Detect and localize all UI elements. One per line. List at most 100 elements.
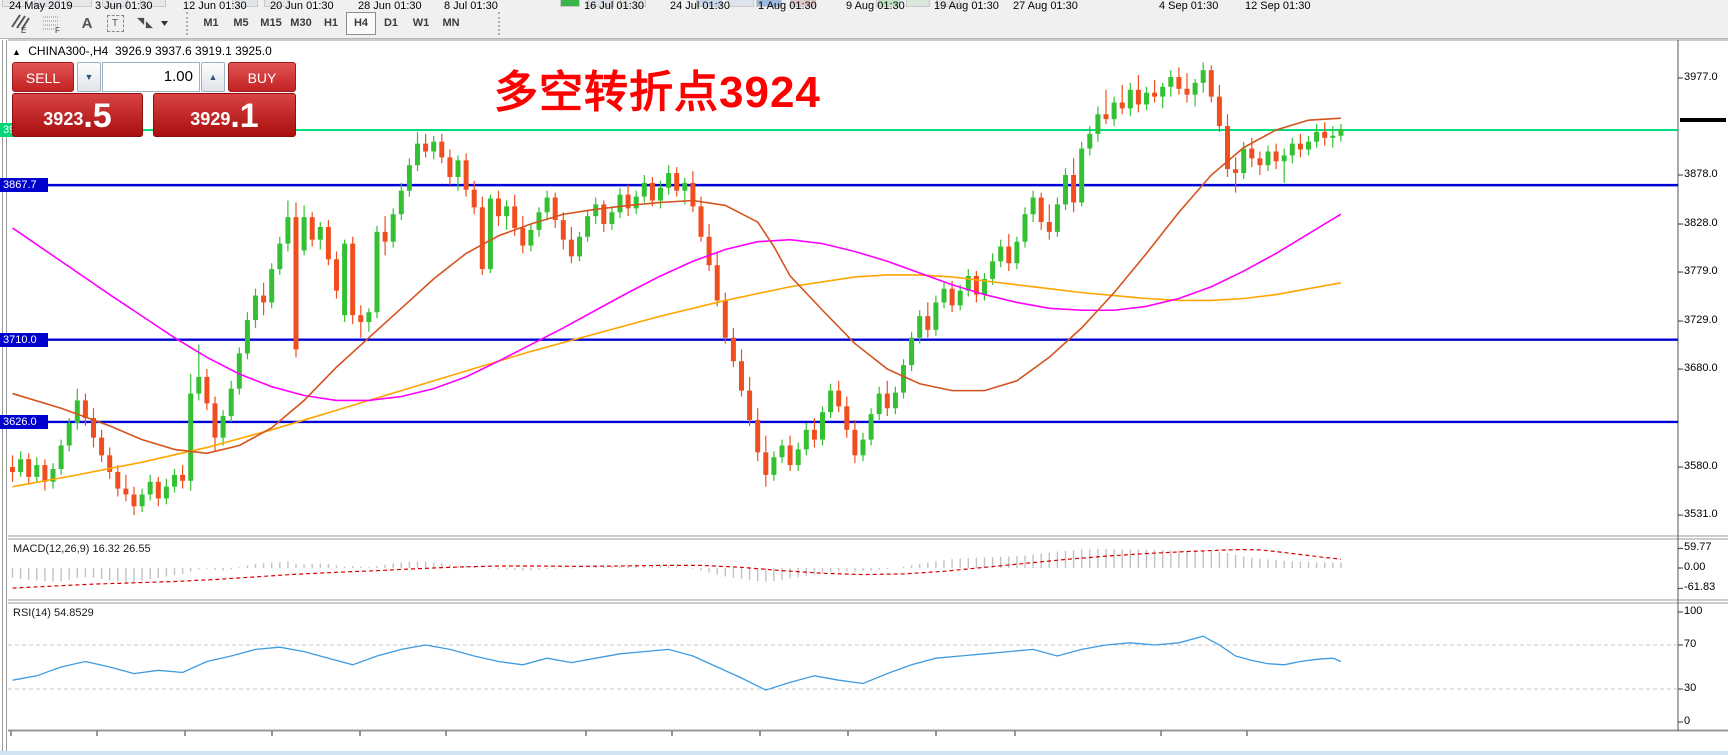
time-axis-label: 28 Jun 01:30 (358, 0, 422, 12)
indicators-hatch-icon[interactable]: E (8, 11, 34, 35)
macd-axis-label: 59.77 (1684, 541, 1712, 554)
toolbar-fragment-icon[interactable] (876, 0, 900, 7)
toolbar-fragment-icon[interactable] (620, 0, 646, 7)
price-axis-label: 3828.0 (1684, 217, 1718, 230)
toolbar-fragment-icon[interactable] (232, 0, 258, 7)
toolbar-fragment-icon[interactable] (34, 0, 60, 7)
toolbar: E F A T M1 M5 M15 M30 H1 H4 D1 W1 MN (0, 8, 1728, 39)
time-axis-label: 27 Aug 01:30 (1013, 0, 1078, 12)
toolbar-separator (186, 12, 191, 35)
timeframe-button-d1[interactable]: D1 (383, 17, 399, 29)
rsi-line (12, 635, 1342, 691)
rsi-axis-label: 70 (1684, 638, 1697, 650)
annotation-text: 多空转折点3924 (494, 68, 821, 117)
toolbar-fragment-icon[interactable] (102, 0, 128, 7)
time-axis-label: 24 May 2019 (9, 0, 73, 12)
collapse-triangle-icon[interactable]: ▲ (12, 47, 21, 57)
moving-averages (12, 117, 1342, 488)
svg-text:F: F (55, 26, 60, 35)
volume-increase-button[interactable]: ▲ (201, 62, 225, 92)
toolbar-fragment-icon[interactable] (66, 0, 92, 7)
price-axis-label: 3680.0 (1684, 362, 1718, 375)
toolbar-fragment-icon[interactable] (140, 0, 166, 7)
time-axis-label: 20 Jun 01:30 (270, 0, 334, 12)
time-axis-label: 16 Jul 01:30 (584, 0, 644, 12)
toolbar-fragment-icon[interactable] (756, 0, 782, 7)
buy-price-panel[interactable]: 3929 .1 (153, 93, 296, 137)
rsi-axis-label: 100 (1684, 605, 1703, 617)
toolbar-fragment-icon[interactable] (588, 0, 614, 7)
sell-button[interactable]: SELL (12, 62, 74, 92)
buy-price-fraction: .1 (230, 97, 259, 135)
price-axis-label: 3878.0 (1684, 168, 1718, 181)
toolbar-fragment-icon[interactable] (936, 0, 960, 7)
timeframe-button-m5[interactable]: M5 (233, 17, 249, 29)
panel-frames (0, 39, 1728, 755)
chart-symbol: CHINA300-,H4 (28, 44, 109, 58)
chart-title: ▲ CHINA300-,H4 3926.9 3937.6 3919.1 3925… (12, 44, 272, 58)
time-axis-label: 3 Jun 01:30 (95, 0, 153, 12)
time-axis-label: 9 Aug 01:30 (846, 0, 905, 12)
toolbar-fragment-icon[interactable] (2, 0, 28, 7)
timeframe-button-m1[interactable]: M1 (203, 17, 219, 29)
timeframe-button-m15[interactable]: M15 (260, 17, 282, 29)
rsi-panel (8, 635, 1678, 691)
grid-icon[interactable]: F (40, 11, 66, 35)
buy-price-main: 3929 (190, 109, 231, 129)
toolbar-separator-2 (498, 12, 503, 35)
price-level-badge: 3710.0 (0, 332, 48, 347)
price-axis-label: 3531.0 (1684, 508, 1718, 521)
toolbar-fragment-icon[interactable] (790, 0, 816, 7)
macd-axis-label: -61.83 (1684, 581, 1716, 594)
toolbar-fragment-icon[interactable] (906, 0, 930, 7)
toolbar-fragment-icon[interactable] (696, 0, 722, 7)
axis-ticks (10, 77, 1726, 736)
one-click-trade-panel: SELL ▼ 1.00 ▲ BUY 3923 .5 3929 .1 (12, 62, 296, 137)
volume-input[interactable]: 1.00 (102, 62, 200, 92)
last-price-marker (1680, 118, 1726, 122)
ma-mid-magenta (12, 213, 1342, 402)
arrange-objects-icon[interactable] (134, 11, 174, 35)
ma-slow-orange (12, 274, 1342, 488)
time-axis-label: 4 Sep 01:30 (1159, 0, 1219, 12)
chart-ohlc-values: 3926.9 3937.6 3919.1 3925.0 (114, 44, 272, 58)
candlesticks (10, 62, 1344, 516)
volume-decrease-button[interactable]: ▼ (77, 62, 101, 92)
price-level-badge: 3626.0 (0, 414, 48, 429)
macd-signal-line (12, 548, 1341, 589)
rsi-axis-label: 30 (1684, 682, 1697, 694)
time-axis-label: 19 Aug 01:30 (934, 0, 999, 12)
text-label-icon[interactable]: A (81, 14, 93, 32)
text-box-glyph: T (106, 14, 124, 32)
time-axis-label: 8 Jul 01:30 (444, 0, 498, 12)
rsi-axis-label: 0 (1684, 715, 1691, 727)
toolbar-fragment-icon[interactable] (560, 0, 580, 7)
price-axis-label: 3580.0 (1684, 460, 1718, 473)
level-lines[interactable] (8, 128, 1678, 424)
price-level-badge: 3867.7 (0, 178, 48, 193)
svg-text:E: E (21, 26, 26, 35)
price-axis-label: 3729.0 (1684, 314, 1718, 327)
toolbar-fragment-icon[interactable] (264, 0, 290, 7)
ma-fast-red (12, 117, 1341, 455)
macd-panel (11, 548, 1342, 589)
time-axis-label: 24 Jul 01:30 (670, 0, 730, 12)
buy-button[interactable]: BUY (228, 62, 296, 92)
sell-price-fraction: .5 (83, 97, 112, 135)
timeframe-button-h4[interactable]: H4 (346, 12, 376, 35)
sell-price-main: 3923 (43, 109, 84, 129)
rsi-label: RSI(14) 54.8529 (13, 607, 94, 619)
timeframe-button-w1[interactable]: W1 (412, 17, 430, 29)
text-box-icon[interactable]: T (102, 11, 128, 35)
toolbar-fragment-icon[interactable] (728, 0, 754, 7)
timeframe-button-mn[interactable]: MN (442, 17, 460, 29)
timeframe-button-h1[interactable]: H1 (323, 17, 339, 29)
macd-label: MACD(12,26,9) 16.32 26.55 (13, 543, 151, 555)
time-axis-label: 1 Aug 01:30 (758, 0, 817, 12)
price-axis-label: 3779.0 (1684, 265, 1718, 278)
timeframe-button-m30[interactable]: M30 (290, 17, 312, 29)
sell-price-panel[interactable]: 3923 .5 (12, 93, 143, 137)
macd-axis-label: 0.00 (1684, 561, 1706, 573)
time-axis-label: 12 Jun 01:30 (183, 0, 247, 12)
